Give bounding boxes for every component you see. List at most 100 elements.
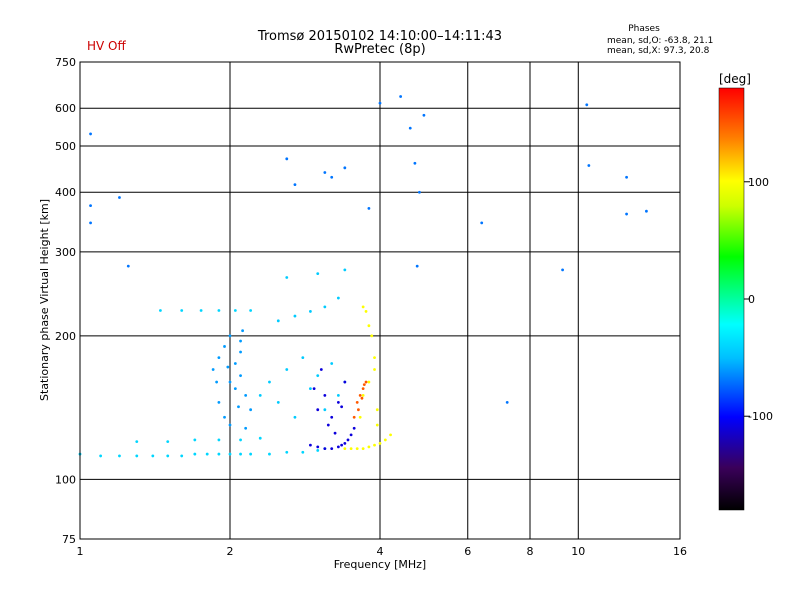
data-point	[418, 190, 421, 194]
data-point	[349, 433, 353, 437]
chart-subtitle: RwPretec (8p)	[334, 42, 425, 57]
y-tick-label: 100	[55, 473, 76, 486]
data-point	[356, 408, 360, 412]
data-point	[89, 221, 92, 225]
data-point	[370, 334, 374, 338]
data-point	[336, 296, 340, 300]
data-point	[239, 438, 242, 442]
data-point	[199, 309, 203, 312]
data-point	[301, 450, 305, 454]
data-point	[126, 264, 130, 268]
data-point	[226, 365, 230, 369]
data-point	[373, 368, 376, 371]
hv-status: HV Off	[87, 39, 126, 53]
y-axis-label: Stationary phase Virtual Height [km]	[38, 199, 51, 401]
data-point	[361, 305, 365, 309]
ticks-layer: 1 2 4 6 8 10 16 75 100 200 300 400 500 600 750	[55, 56, 687, 558]
data-point	[316, 374, 320, 378]
points-layer	[78, 95, 648, 458]
data-point	[585, 103, 589, 107]
y-tick-label: 500	[55, 140, 76, 153]
data-point	[217, 356, 221, 360]
grid-layer	[80, 62, 680, 539]
x-tick-label: 4	[377, 545, 384, 558]
stats-line-x: mean, sd,X: 97.3, 20.8	[607, 46, 710, 56]
data-point	[228, 380, 232, 384]
data-point	[323, 171, 327, 174]
data-point	[316, 449, 320, 452]
x-tick-label: 16	[673, 545, 687, 558]
data-point	[89, 204, 92, 207]
data-point	[180, 454, 184, 458]
plot-frame	[79, 61, 681, 540]
data-point	[415, 264, 419, 268]
series-6	[89, 95, 648, 404]
data-point	[408, 126, 412, 130]
y-tick-label: 600	[55, 102, 76, 115]
data-point	[336, 445, 340, 449]
data-point	[99, 454, 103, 458]
data-point	[358, 394, 362, 397]
data-point	[587, 164, 591, 167]
data-point	[319, 368, 323, 371]
data-point	[211, 368, 215, 371]
data-point	[480, 221, 484, 225]
data-point	[312, 387, 316, 391]
data-point	[228, 334, 232, 338]
data-point	[159, 309, 162, 312]
series-0	[78, 309, 327, 458]
data-point	[333, 431, 337, 435]
data-point	[151, 454, 155, 458]
data-point	[378, 101, 382, 105]
data-point	[336, 394, 340, 397]
data-point	[285, 450, 289, 454]
data-point	[309, 310, 312, 313]
data-point	[217, 438, 221, 442]
data-point	[233, 309, 237, 312]
data-point	[293, 314, 297, 318]
data-point	[343, 441, 347, 445]
x-tick-label: 10	[571, 545, 585, 558]
colorbar-label: [deg]	[719, 72, 751, 86]
data-point	[343, 268, 347, 272]
data-point	[285, 368, 289, 371]
data-point	[249, 309, 253, 312]
colorbar-tick-label: 100	[748, 176, 769, 189]
data-point	[323, 394, 327, 397]
data-point	[223, 345, 226, 348]
data-point	[239, 339, 242, 343]
stats-line-o: mean, sd,O: -63.8, 21.1	[607, 36, 713, 46]
data-point	[135, 440, 139, 444]
data-point	[367, 206, 371, 210]
colorbar-tick-label: -100	[748, 410, 773, 423]
data-point	[361, 387, 365, 391]
data-point	[375, 408, 379, 412]
data-point	[241, 329, 245, 333]
data-point	[323, 305, 327, 309]
data-point	[268, 452, 271, 456]
colorbar-ticks: 100 0 -100	[744, 176, 773, 423]
y-tick-label: 300	[55, 246, 76, 259]
data-point	[228, 452, 232, 456]
data-point	[355, 447, 359, 451]
data-point	[285, 276, 289, 279]
data-point	[239, 374, 242, 378]
data-point	[361, 447, 365, 451]
data-point	[326, 423, 330, 427]
x-tick-label: 2	[227, 545, 234, 558]
colorbar	[718, 87, 745, 511]
data-point	[336, 401, 340, 404]
data-point	[340, 443, 344, 447]
data-point	[413, 161, 417, 165]
data-point	[383, 438, 387, 442]
x-tick-label: 6	[464, 545, 471, 558]
x-tick-label: 1	[77, 545, 84, 558]
data-point	[330, 447, 334, 451]
data-point	[358, 415, 362, 419]
data-point	[330, 415, 334, 419]
data-point	[309, 443, 312, 447]
data-point	[645, 209, 648, 213]
data-point	[422, 113, 426, 117]
data-point	[166, 454, 170, 458]
